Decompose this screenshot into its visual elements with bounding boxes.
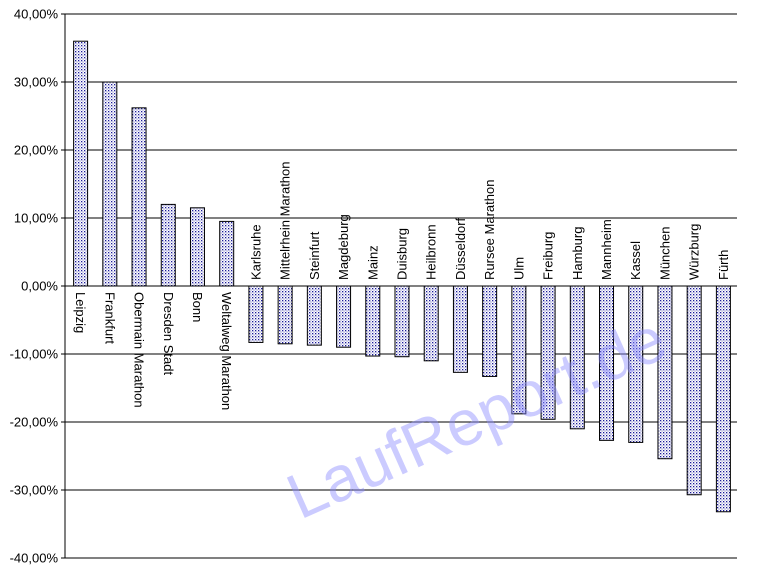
bar-magdeburg (336, 285, 352, 348)
bar-mittelrhein-marathon (277, 285, 293, 345)
bar-weltalweg-marathon (219, 220, 235, 287)
category-label: Rursee Marathon (482, 180, 497, 280)
bar-bonn (189, 207, 205, 287)
category-label: Obermain Marathon (132, 292, 147, 408)
bar-fürth (715, 285, 731, 513)
bar-mainz (365, 285, 381, 357)
bar-würzburg (686, 285, 702, 496)
category-label: Frankfurt (102, 292, 117, 344)
y-tick-label: 10,00% (14, 211, 59, 226)
category-label: Duisburg (395, 228, 410, 280)
category-label: Leipzig (73, 292, 88, 333)
category-label: Mittelrhein Marathon (278, 162, 293, 281)
category-label: Bonn (190, 292, 205, 322)
y-tick-label: 30,00% (14, 75, 59, 90)
category-label: Weltalweg Marathon (219, 292, 234, 410)
category-label: Hamburg (570, 227, 585, 280)
y-tick-label: -30,00% (10, 483, 59, 498)
bar-karlsruhe (248, 285, 264, 343)
y-tick-label: 40,00% (14, 7, 59, 22)
y-tick-label: -10,00% (10, 347, 59, 362)
category-label: Fürth (716, 250, 731, 280)
bar-duisburg (394, 285, 410, 358)
category-label: Mannheim (599, 219, 614, 280)
category-label: Mainz (365, 245, 380, 280)
y-tick-label: -20,00% (10, 415, 59, 430)
bar-leipzig (73, 40, 89, 287)
category-label: Kassel (628, 241, 643, 280)
bar-rursee-marathon (482, 285, 498, 377)
y-tick-label: 0,00% (21, 279, 58, 294)
category-label: Freiburg (541, 232, 556, 280)
category-label: München (657, 227, 672, 280)
bar-dresden-stadt (160, 203, 176, 287)
category-label: Magdeburg (336, 214, 351, 280)
bar-frankfurt (102, 81, 118, 287)
y-tick-label: -40,00% (10, 551, 59, 566)
category-label: Heilbronn (424, 224, 439, 280)
category-label: Karlsruhe (248, 224, 263, 280)
bar-obermain-marathon (131, 107, 147, 287)
category-label: Würzburg (687, 224, 702, 280)
category-label: Steinfurt (307, 231, 322, 280)
category-label: Dresden Stadt (161, 292, 176, 375)
y-axis-tick-labels: -40,00% -30,00% -20,00% -10,00% 0,00% 10,00% 2… (10, 7, 59, 566)
bar-düsseldorf (452, 285, 468, 373)
y-tick-label: 20,00% (14, 143, 59, 158)
category-label: Ulm (511, 257, 526, 280)
category-labels: Leipzig Frankfurt Obermain Marathon Dresden… (73, 162, 731, 411)
bar-steinfurt (306, 285, 322, 346)
category-label: Düsseldorf (453, 217, 468, 280)
bar-heilbronn (423, 285, 439, 362)
